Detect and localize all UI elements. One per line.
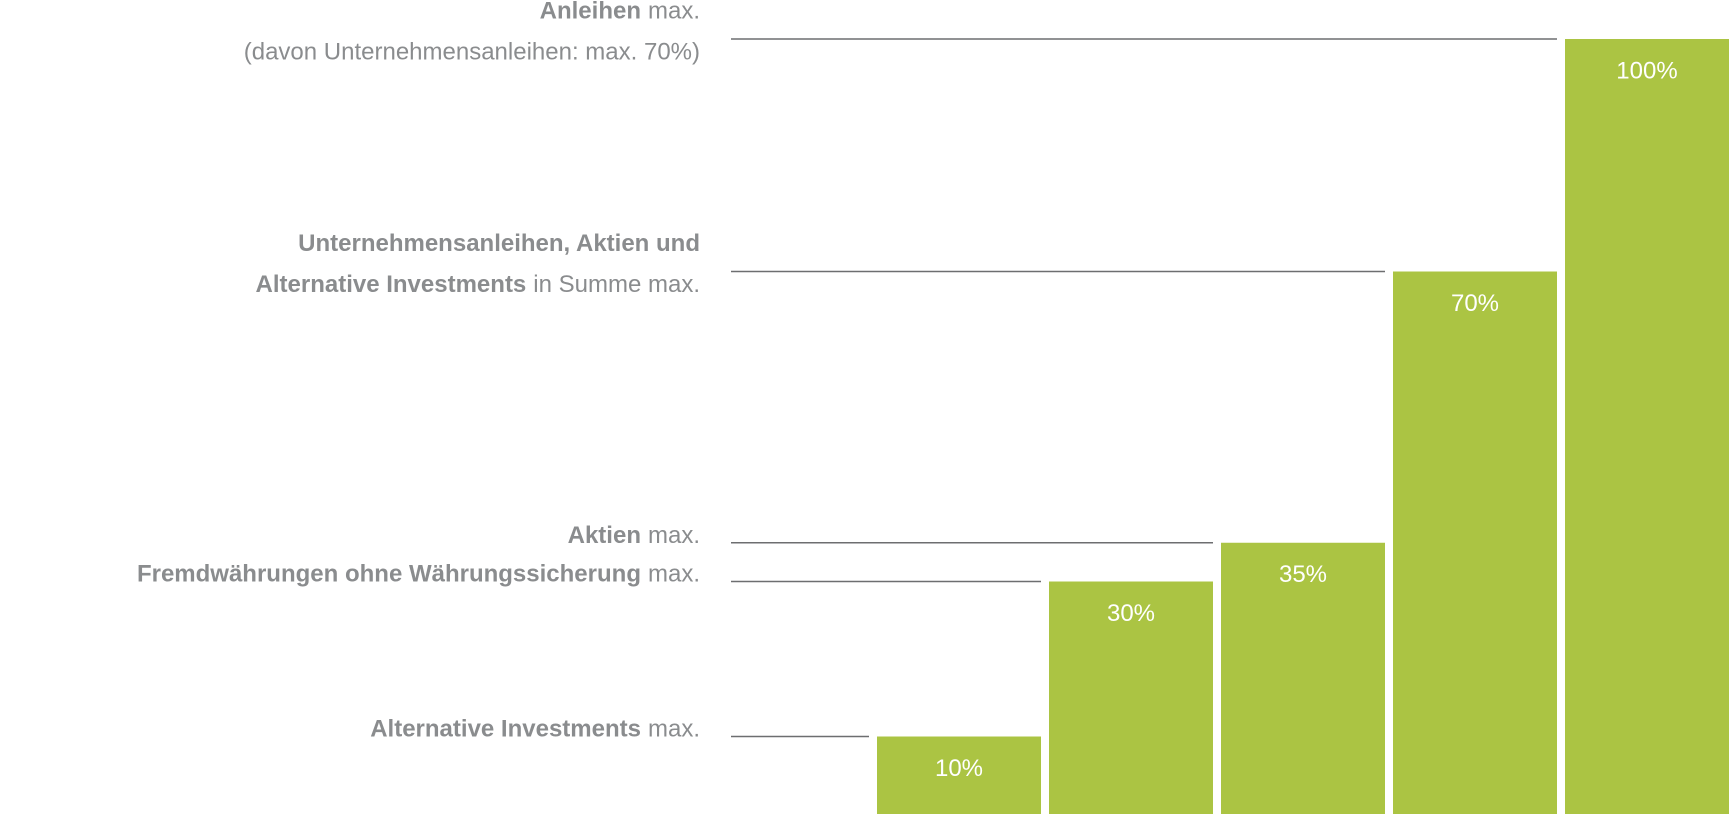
label-part: max. xyxy=(648,522,700,549)
label-part: max. xyxy=(648,561,700,588)
label-part: Alternative Investments xyxy=(370,716,641,743)
value-label: 35% xyxy=(1279,561,1327,588)
category-label: Alternative Investments max. xyxy=(370,716,700,743)
value-label: 30% xyxy=(1107,600,1155,627)
category-label: Alternative Investments in Summe max. xyxy=(256,271,700,298)
label-part: Fremdwährungen ohne Währungssicherung xyxy=(137,561,641,588)
category-label: Aktien max. xyxy=(568,522,700,549)
value-label: 10% xyxy=(935,755,983,782)
category-label: Fremdwährungen ohne Währungssicherung max… xyxy=(137,561,700,588)
label-part: max. xyxy=(648,0,700,25)
label-part: Anleihen xyxy=(540,0,641,25)
category-label: Unternehmensanleihen, Aktien und xyxy=(298,230,700,257)
bar xyxy=(1049,581,1213,814)
bar xyxy=(1565,39,1729,814)
label-part: in Summe max. xyxy=(533,271,700,298)
label-part: max. xyxy=(648,716,700,743)
label-part: (davon Unternehmensanleihen: max. 70%) xyxy=(244,39,700,66)
category-label: Anleihen max. xyxy=(540,0,700,25)
value-label: 70% xyxy=(1451,290,1499,317)
value-label: 100% xyxy=(1616,57,1677,84)
bar xyxy=(1221,542,1385,814)
category-label: (davon Unternehmensanleihen: max. 70%) xyxy=(244,39,700,66)
label-part: Unternehmensanleihen, Aktien und xyxy=(298,230,700,257)
label-part: Alternative Investments xyxy=(256,271,527,298)
bar xyxy=(877,736,1041,814)
bar xyxy=(1393,271,1557,814)
label-part: Aktien xyxy=(568,522,641,549)
